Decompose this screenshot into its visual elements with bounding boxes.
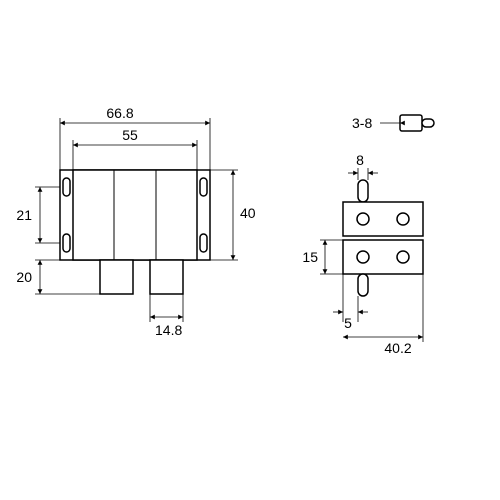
dim-label: 55 [122, 127, 138, 143]
dim-label: 5 [344, 315, 352, 331]
dim-width: 40.2 [343, 274, 423, 356]
dim-tab-w: 14.8 [150, 294, 183, 338]
dim-label: 14.8 [155, 322, 182, 338]
dim-label: 8 [356, 152, 364, 168]
dim-label: 40.2 [384, 340, 411, 356]
dim-inner-w: 55 [73, 127, 197, 170]
dim-tab-h: 20 [16, 260, 100, 294]
dim-label: 66.8 [106, 105, 133, 121]
dim-label: 21 [16, 207, 32, 223]
dim-height: 40 [210, 170, 256, 260]
dim-block-h: 15 [302, 240, 343, 274]
dim-label: 40 [240, 205, 256, 221]
dim-label: 3-8 [352, 115, 372, 131]
dim-label: 20 [16, 269, 32, 285]
right-view: 3-8 8 15 [302, 115, 434, 356]
dim-pin-d: 8 [348, 152, 378, 180]
dim-label: 15 [302, 249, 318, 265]
left-view: 66.8 55 40 21 20 [16, 105, 255, 338]
dim-hole-v: 21 [16, 187, 60, 243]
drawing: 66.8 55 40 21 20 [0, 0, 500, 500]
tongue-piece: 3-8 [352, 115, 434, 131]
